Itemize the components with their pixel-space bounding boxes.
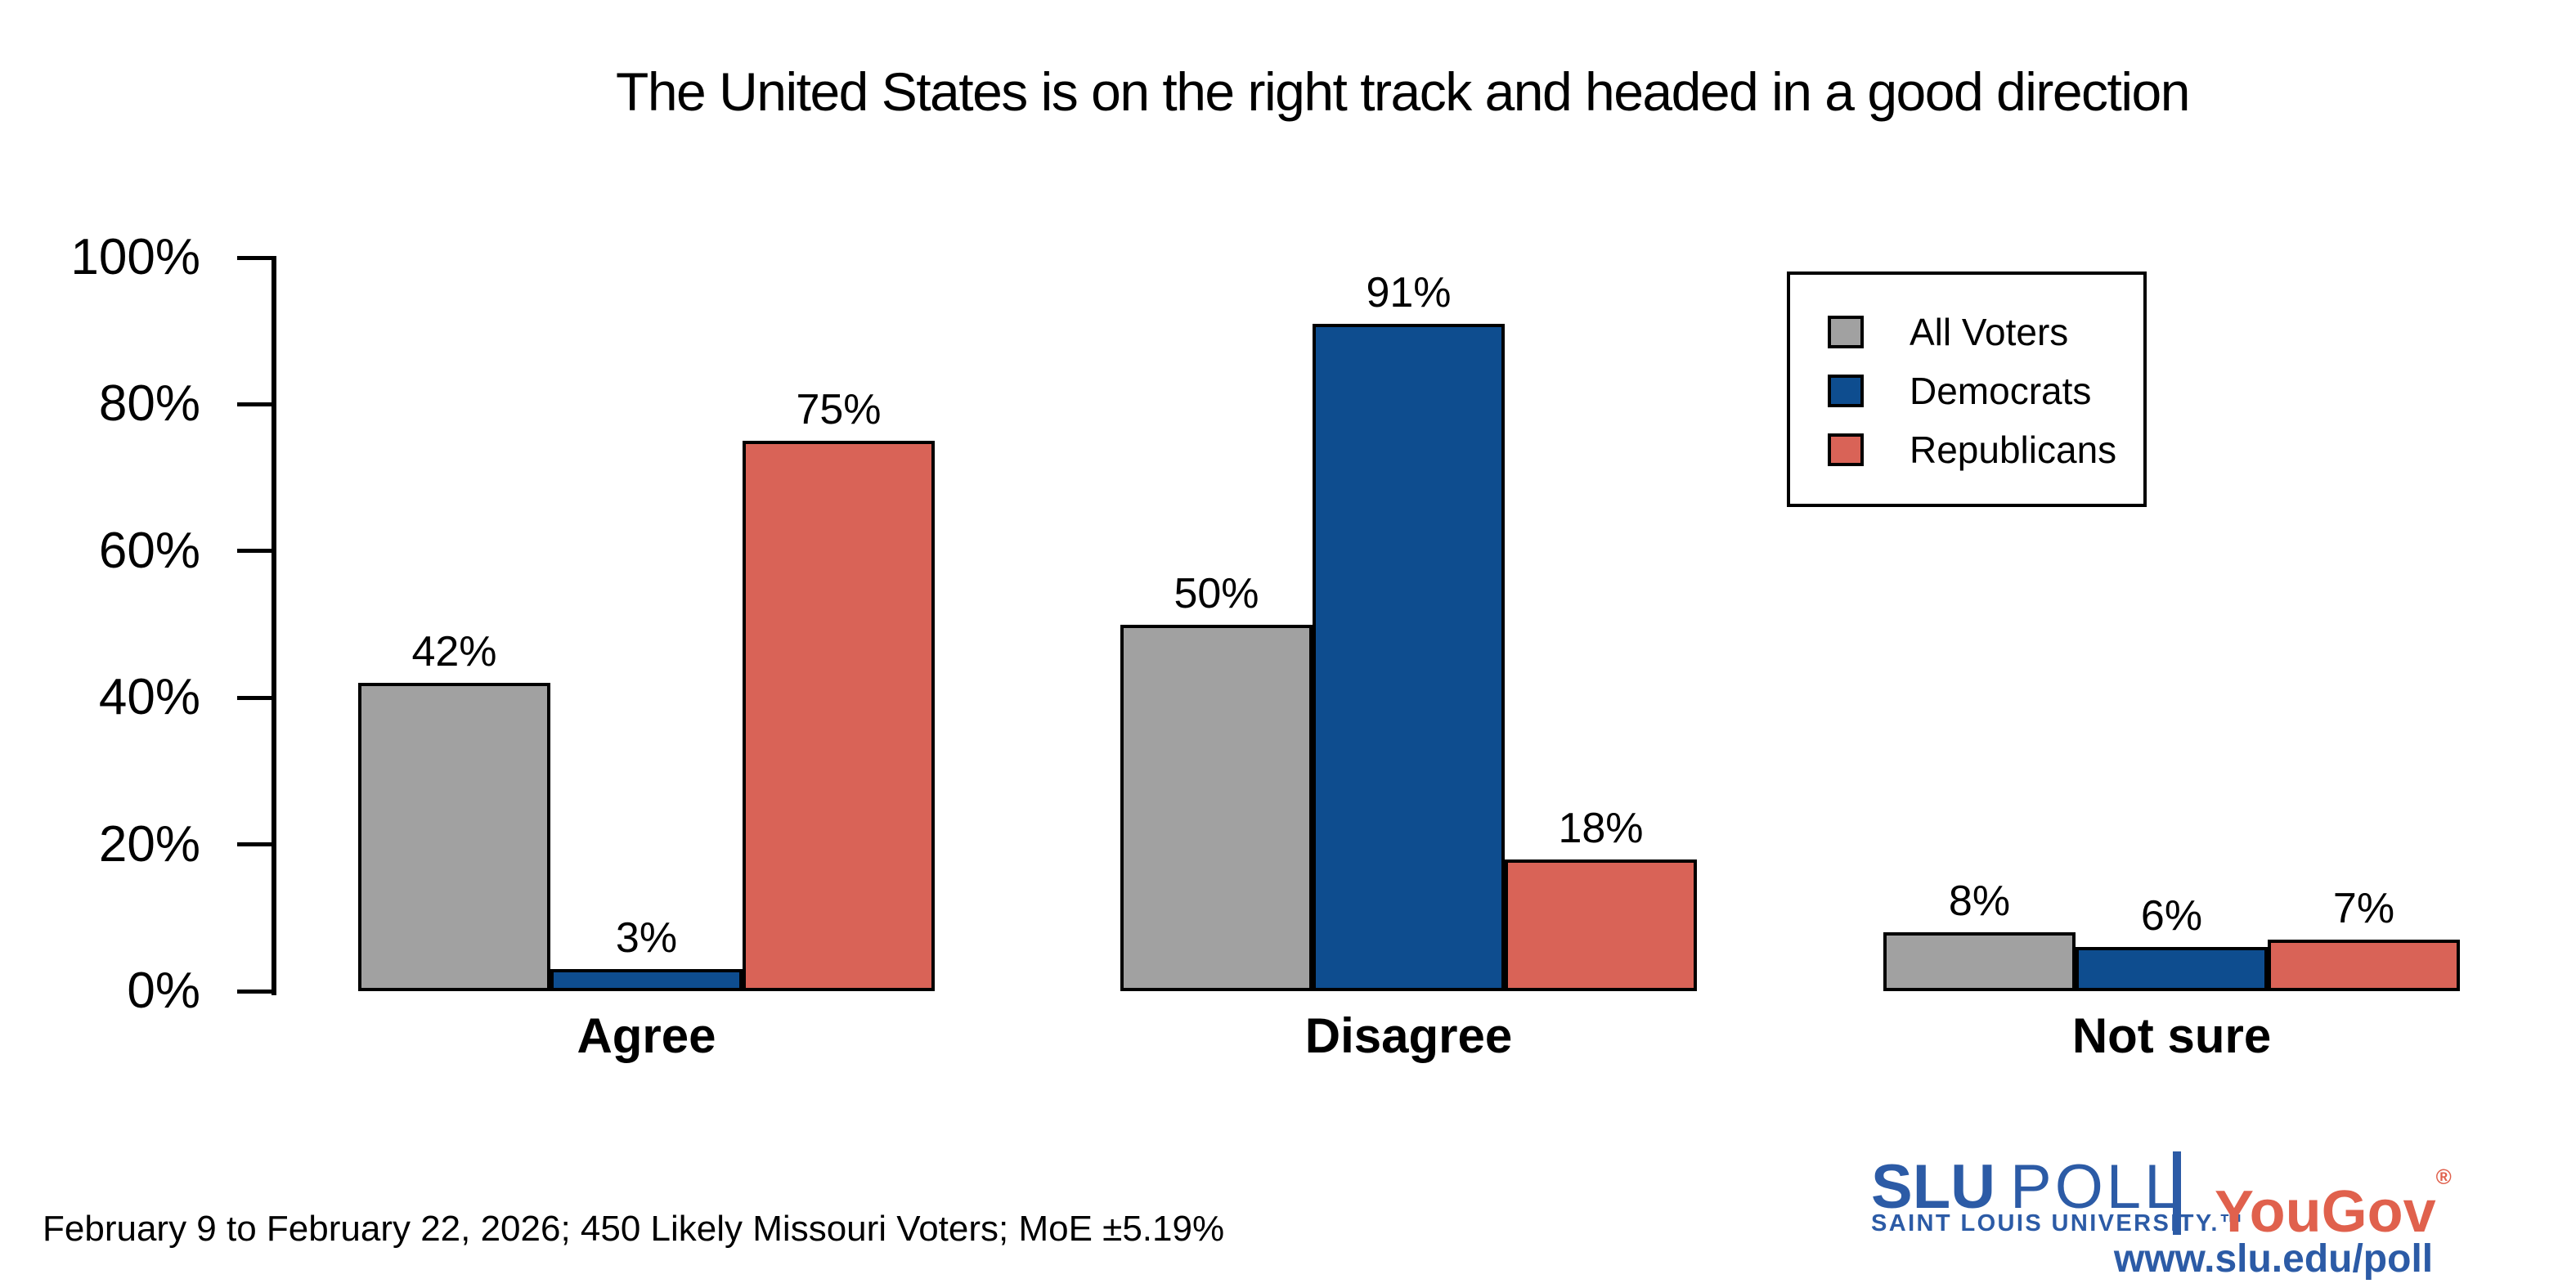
legend-swatch-all-voters-icon [1828, 316, 1864, 348]
chart-title: The United States is on the right track … [616, 61, 2190, 122]
legend-item-republicans: Republicans [1828, 429, 2116, 471]
bar-value-label: 91% [1366, 268, 1452, 316]
footnote: February 9 to February 22, 2026; 450 Lik… [43, 1209, 1225, 1249]
bar-republicans-not-sure [2268, 940, 2460, 991]
y-tick [237, 402, 276, 406]
legend-label-all-voters: All Voters [1910, 311, 2069, 353]
legend-swatch-democrats-icon [1828, 375, 1864, 407]
y-tick-label: 20% [98, 815, 200, 873]
bar-democrats-not-sure [2076, 947, 2268, 991]
bar-value-label: 18% [1558, 804, 1644, 852]
yougov-logo: YouGov® [2215, 1165, 2452, 1245]
y-tick [237, 255, 276, 260]
bar-value-label: 75% [796, 386, 882, 434]
bar-republicans-disagree [1505, 859, 1697, 991]
y-tick [237, 989, 276, 994]
bar-value-label: 7% [2332, 885, 2395, 933]
legend: All Voters Democrats Republicans [1787, 272, 2147, 507]
bar-value-label: 50% [1174, 569, 1259, 617]
legend-label-republicans: Republicans [1910, 429, 2117, 471]
slu-poll-url: www.slu.edu/poll [2113, 1237, 2434, 1281]
bar-republicans-agree [743, 441, 935, 991]
bar-value-label: 8% [1948, 877, 2011, 926]
legend-swatch-republicans-icon [1828, 433, 1864, 466]
bar-value-label: 6% [2140, 892, 2203, 940]
y-axis-line [272, 258, 276, 995]
slu-wordmark: SLU [1871, 1152, 1995, 1222]
legend-label-democrats: Democrats [1910, 370, 2092, 412]
category-label-not-sure: Not sure [2071, 1008, 2272, 1063]
poll-wordmark: POLL [2010, 1152, 2183, 1222]
y-tick-label: 40% [98, 669, 200, 726]
y-tick-label: 80% [98, 375, 200, 433]
y-tick-label: 60% [98, 522, 200, 579]
y-tick-label: 100% [70, 229, 200, 285]
legend-item-democrats: Democrats [1828, 370, 2091, 412]
y-tick-label: 0% [127, 963, 200, 1019]
bar-value-label: 42% [411, 628, 497, 676]
y-tick [237, 842, 276, 847]
bar-all-voters-agree [358, 683, 550, 991]
bar-democrats-agree [550, 969, 743, 991]
yougov-wordmark: YouGov [2215, 1179, 2436, 1245]
bar-all-voters-disagree [1120, 624, 1313, 991]
slu-subtitle: SAINT LOUIS UNIVERSITY.™ [1871, 1210, 2246, 1236]
bar-value-label: 3% [615, 914, 678, 963]
brand-divider [2173, 1151, 2181, 1235]
y-tick [237, 549, 276, 554]
category-label-disagree: Disagree [1304, 1008, 1513, 1063]
category-label-agree: Agree [577, 1008, 716, 1063]
bar-all-voters-not-sure [1883, 932, 2076, 991]
y-tick [237, 695, 276, 700]
slu-poll-logo: SLU POLL [1871, 1151, 2182, 1223]
bar-democrats-disagree [1313, 323, 1505, 991]
legend-item-all-voters: All Voters [1828, 311, 2068, 353]
registered-mark-icon: ® [2435, 1165, 2452, 1189]
